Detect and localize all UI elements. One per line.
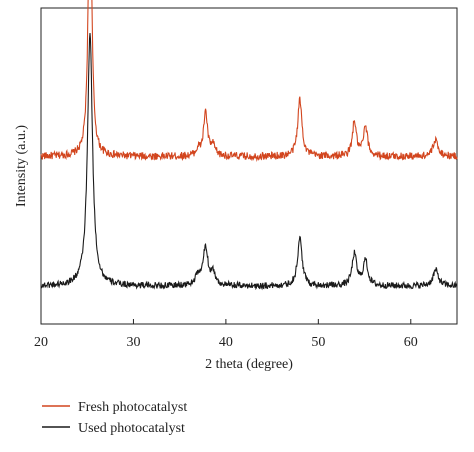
x-tick-label: 60 — [404, 335, 418, 350]
x-tick-label: 20 — [34, 335, 48, 350]
y-axis-title: Intensity (a.u.) — [14, 125, 29, 207]
legend: Fresh photocatalyst Used photocatalyst — [42, 400, 187, 436]
x-tick-label: 30 — [126, 335, 140, 350]
plot-frame — [40, 7, 458, 325]
x-axis-ticks: 20 30 40 50 60 — [34, 319, 418, 350]
series-group — [40, 0, 458, 291]
x-axis-title: 2 theta (degree) — [205, 357, 293, 372]
x-tick-label: 50 — [311, 335, 325, 350]
legend-label-fresh: Fresh photocatalyst — [78, 400, 187, 415]
series-line-fresh — [40, 0, 458, 162]
legend-label-used: Used photocatalyst — [78, 421, 185, 436]
series-line-used — [40, 32, 458, 291]
x-tick-label: 40 — [219, 335, 233, 350]
